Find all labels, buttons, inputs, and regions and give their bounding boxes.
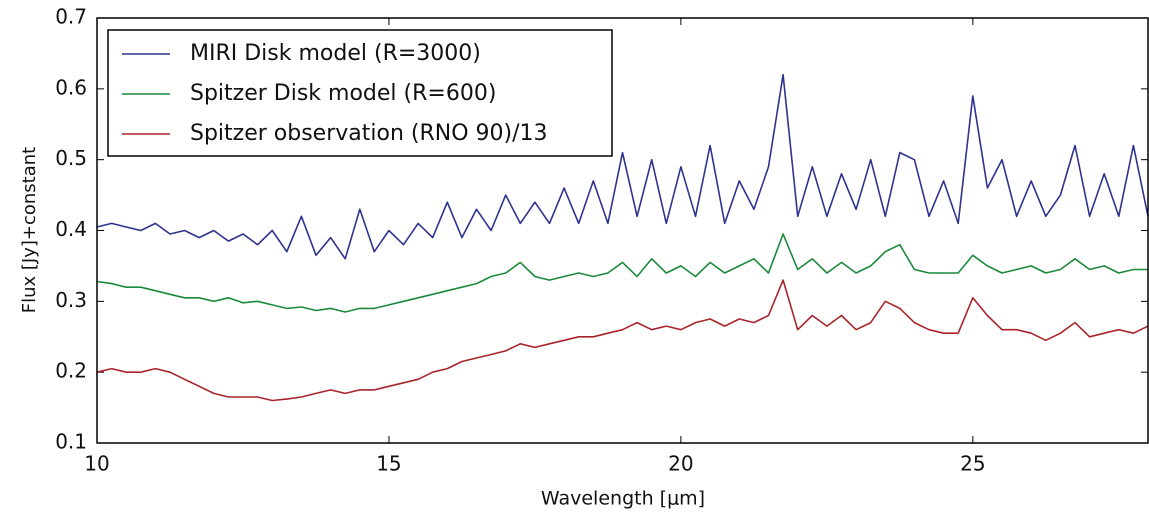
legend-label: Spitzer Disk model (R=600) — [190, 81, 496, 106]
series-line — [96, 279, 1149, 402]
legend-label: Spitzer observation (RNO 90)/13 — [190, 121, 548, 146]
y-tick-label: 0.1 — [55, 430, 87, 454]
legend-label: MIRI Disk model (R=3000) — [190, 41, 481, 66]
legend-box — [107, 29, 613, 157]
y-axis-label: Flux [Jy]+constant — [19, 147, 40, 313]
y-tick-label: 0.3 — [55, 288, 87, 312]
y-tick-label: 0.4 — [55, 217, 87, 241]
y-tick-label: 0.6 — [55, 75, 87, 99]
plot-frame — [96, 17, 1149, 444]
x-tick-label: 25 — [960, 452, 985, 476]
series-line — [96, 233, 1148, 313]
y-tick-label: 0.2 — [55, 359, 87, 383]
x-axis-label: Wavelength [μm] — [541, 488, 705, 510]
y-tick-label: 0.7 — [55, 5, 87, 29]
x-tick-label: 10 — [84, 452, 109, 476]
y-tick-label: 0.5 — [55, 146, 87, 170]
series-line — [96, 73, 1149, 260]
x-tick-label: 15 — [376, 452, 401, 476]
x-tick-label: 20 — [668, 452, 693, 476]
